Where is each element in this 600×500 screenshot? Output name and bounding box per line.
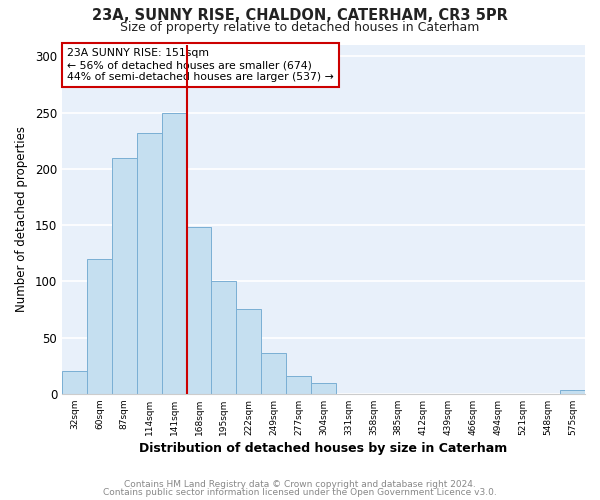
Text: Size of property relative to detached houses in Caterham: Size of property relative to detached ho… (121, 21, 479, 34)
Bar (161, 112, 187, 394)
Bar (560, 390, 585, 394)
X-axis label: Distribution of detached houses by size in Caterham: Distribution of detached houses by size … (139, 442, 508, 455)
Bar (211, 282, 236, 394)
Bar (87, 259, 112, 394)
Bar (62, 372, 87, 394)
Bar (236, 310, 261, 394)
Text: 23A, SUNNY RISE, CHALDON, CATERHAM, CR3 5PR: 23A, SUNNY RISE, CHALDON, CATERHAM, CR3 … (92, 8, 508, 22)
Bar (261, 354, 286, 394)
Y-axis label: Number of detached properties: Number of detached properties (15, 126, 28, 312)
Text: Contains public sector information licensed under the Open Government Licence v3: Contains public sector information licen… (103, 488, 497, 497)
Bar (286, 376, 311, 394)
Bar (187, 228, 211, 394)
Text: Contains HM Land Registry data © Crown copyright and database right 2024.: Contains HM Land Registry data © Crown c… (124, 480, 476, 489)
Bar (112, 158, 137, 394)
Bar (311, 382, 336, 394)
Text: 23A SUNNY RISE: 151sqm
← 56% of detached houses are smaller (674)
44% of semi-de: 23A SUNNY RISE: 151sqm ← 56% of detached… (67, 48, 334, 82)
Bar (137, 133, 161, 394)
